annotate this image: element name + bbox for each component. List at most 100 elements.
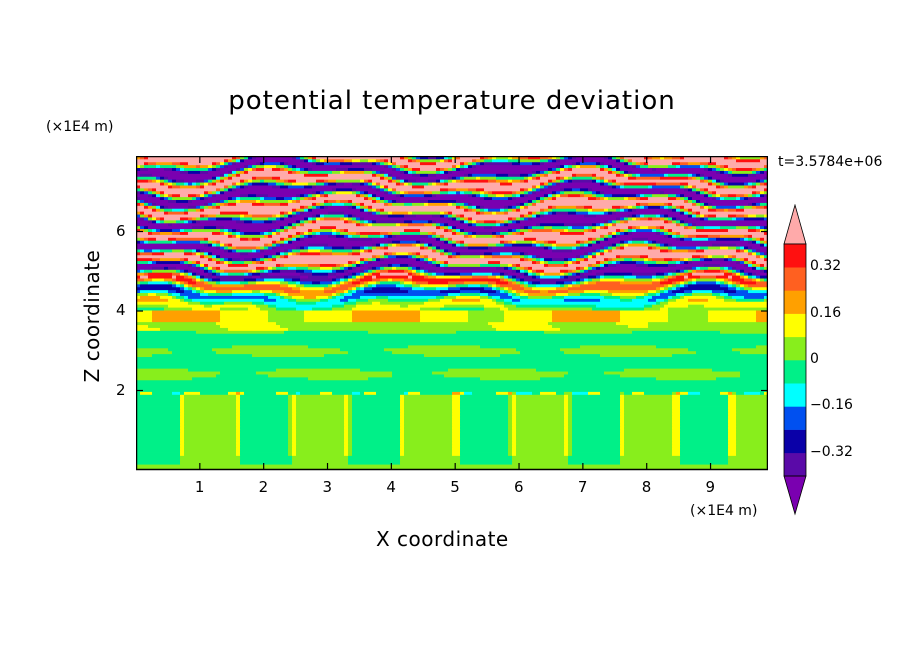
field-cell	[136, 156, 141, 160]
field-cell	[400, 406, 405, 410]
field-cell	[288, 211, 293, 215]
field-cell	[232, 187, 237, 192]
field-cell	[672, 272, 677, 276]
field-cell	[372, 205, 457, 209]
field-cell	[756, 170, 761, 174]
field-cell	[240, 234, 265, 238]
field-cell	[180, 283, 185, 288]
field-cell	[388, 176, 393, 180]
field-cell	[328, 298, 341, 302]
field-cell	[628, 219, 665, 224]
field-cell	[176, 237, 205, 241]
field-cell	[520, 292, 529, 296]
field-cell	[668, 260, 677, 264]
field-cell	[400, 167, 405, 171]
field-cell	[760, 240, 765, 244]
field-cell	[540, 158, 549, 163]
field-cell	[560, 231, 585, 235]
field-cell	[448, 254, 453, 259]
field-cell	[480, 298, 493, 302]
field-cell	[524, 281, 529, 285]
field-cell	[152, 251, 165, 256]
colorbar-tick-label: 0.16	[810, 304, 842, 321]
field-cell	[288, 228, 309, 232]
field-cell	[732, 170, 753, 174]
field-cell	[288, 406, 293, 410]
field-cell	[760, 167, 765, 171]
field-cell	[272, 228, 277, 232]
field-cell	[524, 190, 529, 195]
field-cell	[684, 185, 689, 189]
field-cell	[292, 208, 297, 212]
field-cell	[744, 283, 749, 288]
field-cell	[472, 275, 489, 279]
field-cell	[392, 374, 445, 378]
field-cell	[476, 219, 485, 224]
field-cell	[608, 170, 613, 174]
field-cell	[632, 330, 721, 334]
field-cell	[152, 269, 177, 273]
field-cell	[620, 458, 681, 462]
field-cell	[616, 257, 625, 262]
field-cell	[236, 414, 241, 419]
field-cell	[216, 214, 241, 218]
field-cell	[296, 164, 385, 169]
field-cell	[144, 199, 149, 203]
field-cell	[448, 263, 481, 267]
field-cell	[180, 185, 197, 189]
field-cell	[704, 225, 721, 230]
field-cell	[620, 182, 625, 186]
field-cell	[148, 167, 165, 171]
field-cell	[664, 257, 673, 262]
field-cell	[180, 272, 185, 276]
field-cell	[368, 208, 373, 212]
field-cell	[492, 196, 509, 201]
field-cell	[224, 176, 229, 180]
field-cell	[512, 243, 533, 247]
field-cell	[440, 187, 449, 192]
field-cell	[576, 243, 581, 247]
field-cell	[156, 219, 161, 224]
field-cell	[184, 298, 193, 302]
field-cell	[172, 350, 217, 355]
field-cell	[508, 408, 513, 413]
field-cell	[628, 217, 633, 221]
field-cell	[296, 452, 345, 456]
field-cell	[692, 289, 713, 294]
field-cell	[304, 219, 309, 224]
field-cell	[724, 179, 757, 183]
field-cell	[544, 187, 561, 192]
field-cell	[728, 167, 733, 171]
field-cell	[736, 283, 741, 288]
field-cell	[184, 269, 189, 273]
field-cell	[680, 411, 729, 416]
field-cell	[188, 257, 209, 262]
field-cell	[692, 237, 709, 241]
field-cell	[648, 237, 677, 241]
field-cell	[680, 156, 685, 160]
field-cell	[148, 202, 153, 206]
field-cell	[260, 179, 265, 183]
field-cell	[508, 281, 513, 285]
field-cell	[528, 225, 533, 230]
field-cell	[228, 202, 237, 206]
field-cell	[652, 295, 669, 299]
field-cell	[460, 292, 481, 296]
field-cell	[684, 225, 689, 230]
field-cell	[568, 443, 573, 448]
field-cell	[216, 240, 221, 244]
field-cell	[604, 295, 621, 299]
field-cell	[520, 225, 525, 230]
field-cell	[636, 260, 645, 264]
field-cell	[476, 211, 481, 215]
field-cell	[564, 298, 601, 302]
field-cell	[452, 411, 461, 416]
field-cell	[356, 217, 361, 221]
field-cell	[524, 202, 529, 206]
field-cell	[140, 222, 169, 227]
field-cell	[660, 225, 665, 230]
field-cell	[356, 222, 361, 227]
field-cell	[508, 420, 513, 424]
field-cell	[344, 432, 349, 436]
field-cell	[580, 257, 585, 262]
